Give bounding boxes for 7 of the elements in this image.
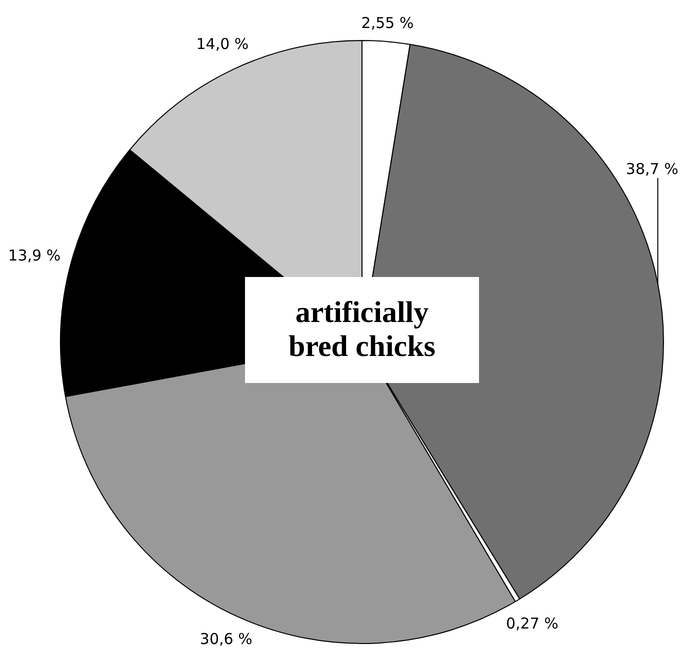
data-label: 30,6 % — [200, 630, 252, 648]
data-label: 14,0 % — [196, 35, 249, 54]
text: artificially bred chicks — [245, 277, 479, 383]
data-label: 38,7 % — [626, 160, 678, 178]
data-label: 0,27 % — [506, 614, 558, 633]
data-label: 2,55 % — [361, 14, 414, 32]
data-label: 13,9 % — [8, 246, 61, 265]
